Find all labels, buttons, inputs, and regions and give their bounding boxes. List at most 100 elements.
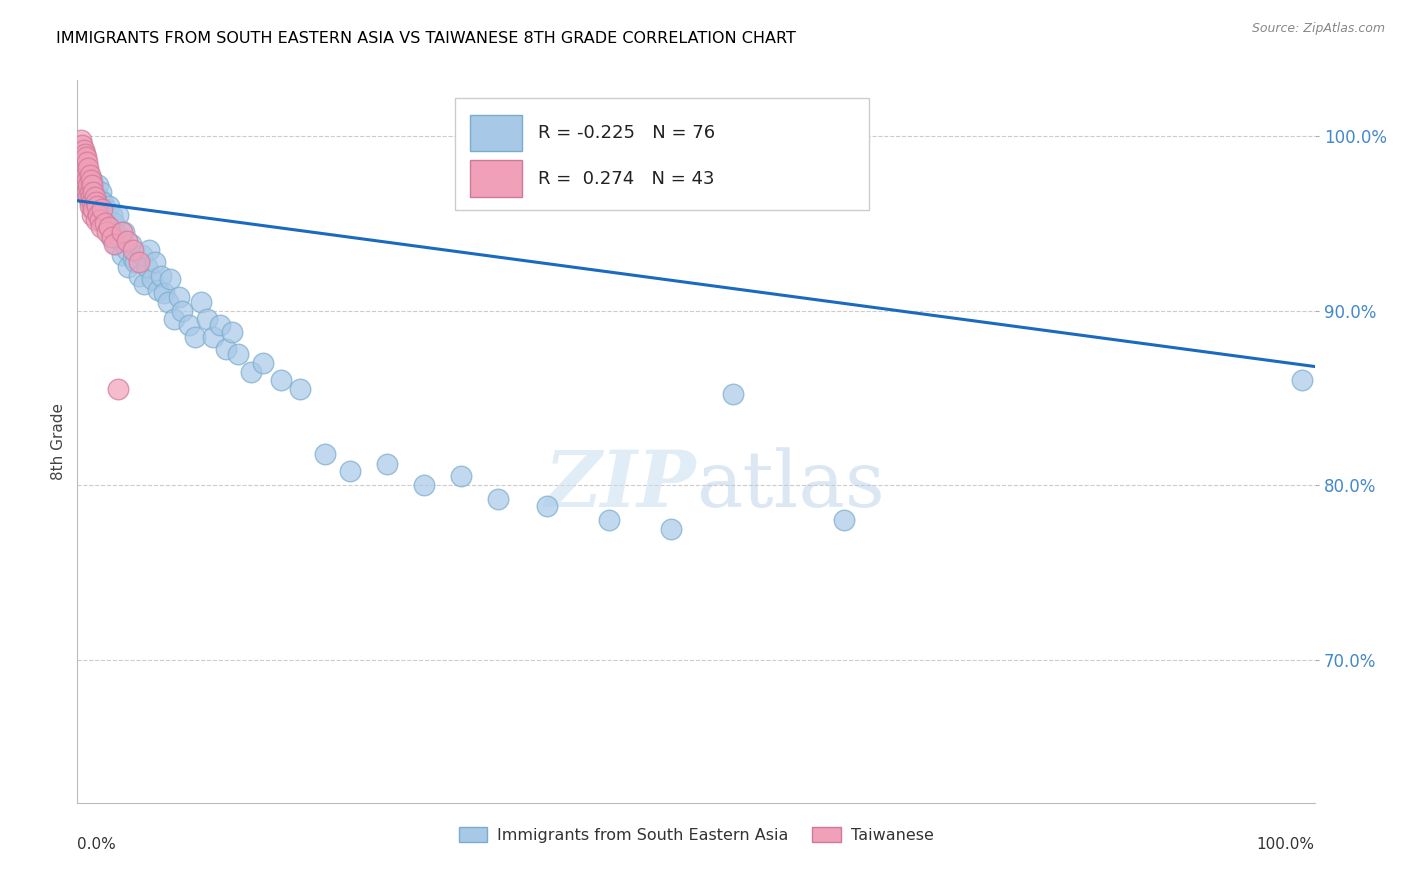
Bar xyxy=(454,98,869,211)
Point xyxy=(104,237,127,252)
Point xyxy=(98,199,121,213)
Point xyxy=(73,161,96,175)
Point xyxy=(314,447,336,461)
Text: R =  0.274   N = 43: R = 0.274 N = 43 xyxy=(537,169,714,187)
Point xyxy=(70,133,93,147)
Point xyxy=(659,522,682,536)
Point xyxy=(215,342,238,356)
Point xyxy=(221,325,243,339)
Point xyxy=(339,464,361,478)
Point xyxy=(135,260,157,274)
Point xyxy=(79,168,101,182)
Point xyxy=(75,168,97,182)
Point xyxy=(83,190,105,204)
Point xyxy=(73,146,96,161)
Point xyxy=(226,347,249,361)
Point xyxy=(93,213,115,227)
Point xyxy=(82,202,104,217)
Point xyxy=(598,513,620,527)
Point xyxy=(75,178,97,192)
Point xyxy=(90,219,112,234)
Text: atlas: atlas xyxy=(696,447,884,523)
Point xyxy=(184,330,207,344)
Point xyxy=(82,185,104,199)
Point xyxy=(84,199,107,213)
Point xyxy=(150,268,173,283)
Point xyxy=(91,208,114,222)
Point xyxy=(208,318,231,332)
Point xyxy=(98,219,121,234)
Point xyxy=(97,219,120,234)
Point xyxy=(87,208,110,222)
Point xyxy=(84,195,107,210)
Bar xyxy=(470,115,522,151)
Point xyxy=(1291,374,1313,388)
Point xyxy=(202,330,225,344)
Point xyxy=(76,185,98,199)
Point xyxy=(86,199,108,213)
Point xyxy=(375,457,398,471)
Point xyxy=(86,202,108,217)
Point xyxy=(122,252,145,266)
Point xyxy=(120,237,142,252)
Point xyxy=(91,202,114,217)
Point xyxy=(105,227,128,241)
Point xyxy=(163,312,186,326)
Point xyxy=(146,283,169,297)
Legend: Immigrants from South Eastern Asia, Taiwanese: Immigrants from South Eastern Asia, Taiw… xyxy=(453,820,939,849)
Point xyxy=(79,195,101,210)
Point xyxy=(101,208,124,222)
Point xyxy=(122,243,145,257)
Point xyxy=(115,234,138,248)
Point xyxy=(72,137,94,152)
Point xyxy=(270,374,292,388)
Point xyxy=(288,382,311,396)
Point xyxy=(94,202,117,217)
Point xyxy=(82,173,104,187)
Point xyxy=(111,248,134,262)
Text: IMMIGRANTS FROM SOUTH EASTERN ASIA VS TAIWANESE 8TH GRADE CORRELATION CHART: IMMIGRANTS FROM SOUTH EASTERN ASIA VS TA… xyxy=(56,31,796,46)
Point xyxy=(141,272,163,286)
Point xyxy=(79,178,101,192)
Point xyxy=(93,216,115,230)
Point xyxy=(89,192,111,206)
Point xyxy=(159,272,181,286)
Point xyxy=(721,387,744,401)
Point xyxy=(177,318,200,332)
Point xyxy=(82,195,104,210)
Point xyxy=(75,150,97,164)
Point xyxy=(190,294,212,309)
Point xyxy=(128,254,150,268)
Point xyxy=(77,164,100,178)
Point xyxy=(91,195,114,210)
Point xyxy=(79,199,101,213)
Y-axis label: 8th Grade: 8th Grade xyxy=(51,403,66,480)
Point xyxy=(72,143,94,157)
Point xyxy=(134,277,156,292)
Point xyxy=(96,225,118,239)
Point xyxy=(103,237,125,252)
Point xyxy=(90,185,112,199)
Point xyxy=(239,365,262,379)
Point xyxy=(101,230,124,244)
Point xyxy=(89,213,111,227)
Point xyxy=(138,243,160,257)
Point xyxy=(450,469,472,483)
Point xyxy=(72,155,94,169)
Point xyxy=(128,268,150,283)
Point xyxy=(143,254,166,268)
Point xyxy=(82,208,104,222)
Point xyxy=(252,356,274,370)
Text: 0.0%: 0.0% xyxy=(77,838,117,853)
Point xyxy=(107,382,129,396)
Point xyxy=(77,161,100,175)
Text: R = -0.225   N = 76: R = -0.225 N = 76 xyxy=(537,124,714,142)
Point xyxy=(80,185,103,199)
Point xyxy=(167,290,190,304)
Point xyxy=(77,190,100,204)
Point xyxy=(77,178,100,192)
Text: ZIP: ZIP xyxy=(544,447,696,523)
Point xyxy=(115,243,138,257)
Point xyxy=(82,202,104,217)
Point xyxy=(195,312,218,326)
